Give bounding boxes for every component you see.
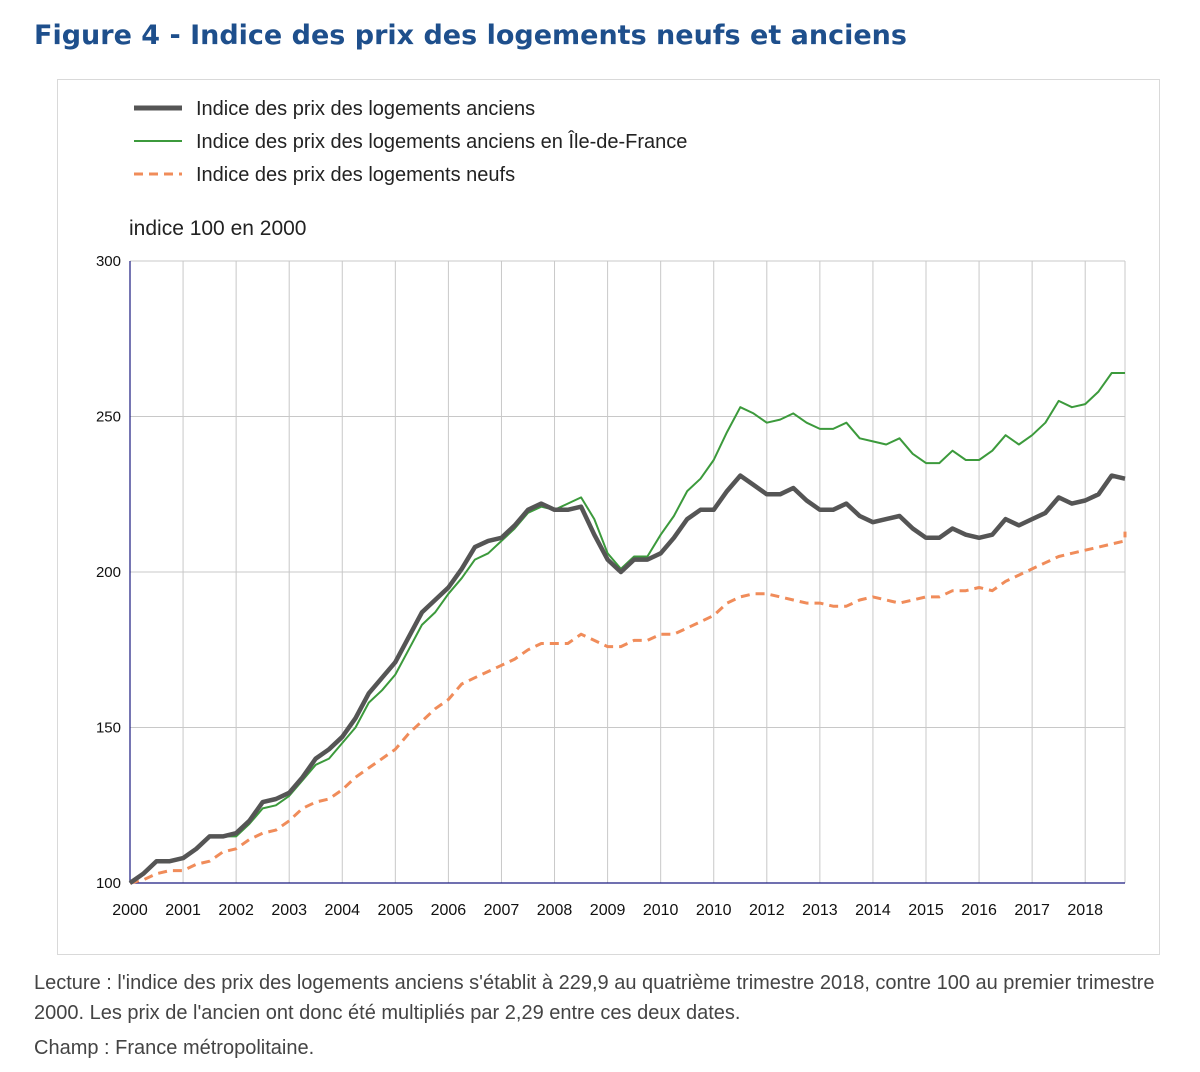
x-tick-label: 2014 <box>855 902 891 919</box>
series-line-1 <box>129 372 1125 884</box>
y-tick-label: 150 <box>96 720 121 737</box>
series-line-2 <box>129 531 1127 885</box>
x-tick-label: 2015 <box>908 902 944 919</box>
series-line-0 <box>128 473 1126 885</box>
x-tick-label: 2010 <box>643 902 679 919</box>
legend: Indice des prix des logements anciens In… <box>134 98 687 186</box>
gridlines <box>130 260 1126 883</box>
legend-label-neufs: Indice des prix des logements neufs <box>196 164 515 186</box>
x-tick-label: 2017 <box>1014 902 1050 919</box>
figure-title: Figure 4 - Indice des prix des logements… <box>34 20 907 51</box>
y-tick-label: 300 <box>96 253 121 270</box>
x-tick-label: 2000 <box>112 902 148 919</box>
y-tick-label: 250 <box>96 409 121 426</box>
legend-item-idf: Indice des prix des logements anciens en… <box>134 130 687 153</box>
x-tick-label: 2016 <box>961 902 997 919</box>
series-lines <box>128 372 1127 885</box>
x-tick-labels: 2000 2001 2002 2003 2004 2005 2006 2007 2008 2009… <box>112 902 1103 919</box>
scope-note: Champ : France métropolitaine. <box>34 1037 315 1059</box>
figure-notes: Lecture : l'indice des prix des logement… <box>34 968 1184 1063</box>
y-axis-title: indice 100 en 2000 <box>129 217 307 240</box>
x-tick-label: 2004 <box>324 902 360 919</box>
chart-panel <box>57 79 1160 955</box>
x-tick-label: 2008 <box>537 902 573 919</box>
x-tick-label: 2013 <box>802 902 838 919</box>
x-tick-label: 2001 <box>165 902 201 919</box>
y-tick-label: 200 <box>96 564 121 581</box>
y-tick-labels: 100 150 200 250 300 <box>96 253 121 892</box>
y-tick-label: 100 <box>96 875 121 892</box>
legend-label-anciens: Indice des prix des logements anciens <box>196 98 535 120</box>
x-tick-label: 2002 <box>218 902 254 919</box>
x-tick-label: 2003 <box>271 902 307 919</box>
x-tick-label: 2012 <box>749 902 785 919</box>
x-tick-label: 2007 <box>484 902 520 919</box>
x-tick-label: 2018 <box>1067 902 1103 919</box>
x-tick-label: 2006 <box>431 902 467 919</box>
legend-item-anciens: Indice des prix des logements anciens <box>134 98 535 120</box>
axes <box>129 261 1125 884</box>
reading-note: Lecture : l'indice des prix des logement… <box>34 972 1155 1024</box>
legend-label-idf: Indice des prix des logements anciens en… <box>196 130 687 153</box>
legend-item-neufs: Indice des prix des logements neufs <box>134 164 515 186</box>
x-tick-label: 2005 <box>378 902 414 919</box>
x-tick-label: 2009 <box>590 902 626 919</box>
x-tick-label: 2010 <box>696 902 732 919</box>
